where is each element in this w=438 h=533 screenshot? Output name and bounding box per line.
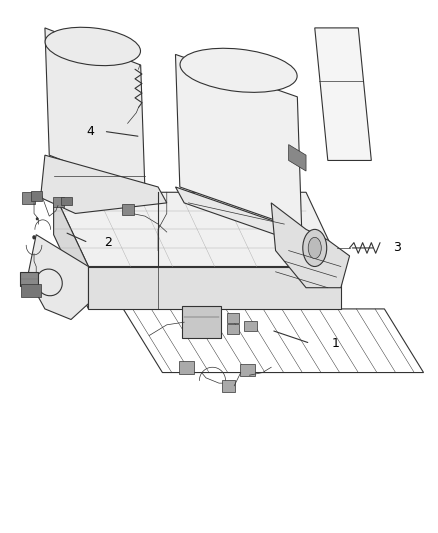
FancyBboxPatch shape [21, 284, 41, 297]
Polygon shape [41, 155, 167, 214]
Ellipse shape [36, 217, 39, 220]
Ellipse shape [180, 49, 297, 92]
FancyBboxPatch shape [244, 321, 257, 331]
FancyBboxPatch shape [179, 361, 194, 374]
Ellipse shape [32, 235, 36, 239]
Text: 1: 1 [332, 337, 340, 350]
FancyBboxPatch shape [227, 324, 240, 334]
Text: 2: 2 [104, 236, 112, 249]
FancyBboxPatch shape [31, 191, 42, 201]
FancyBboxPatch shape [223, 381, 235, 392]
Ellipse shape [308, 237, 321, 259]
FancyBboxPatch shape [182, 306, 221, 338]
Polygon shape [271, 203, 350, 288]
Polygon shape [315, 28, 371, 160]
Polygon shape [45, 28, 145, 192]
Ellipse shape [45, 27, 141, 66]
FancyBboxPatch shape [122, 205, 134, 215]
FancyBboxPatch shape [22, 192, 35, 204]
Polygon shape [176, 187, 306, 245]
Text: 4: 4 [86, 125, 94, 138]
Polygon shape [289, 144, 306, 171]
Polygon shape [53, 192, 341, 266]
Polygon shape [53, 192, 88, 309]
Polygon shape [28, 235, 88, 319]
FancyBboxPatch shape [61, 197, 72, 205]
FancyBboxPatch shape [20, 272, 39, 286]
Ellipse shape [303, 229, 327, 266]
Text: 3: 3 [393, 241, 401, 254]
Polygon shape [88, 266, 341, 309]
FancyBboxPatch shape [227, 313, 240, 323]
Polygon shape [176, 54, 302, 229]
FancyBboxPatch shape [53, 197, 64, 207]
FancyBboxPatch shape [240, 364, 254, 376]
